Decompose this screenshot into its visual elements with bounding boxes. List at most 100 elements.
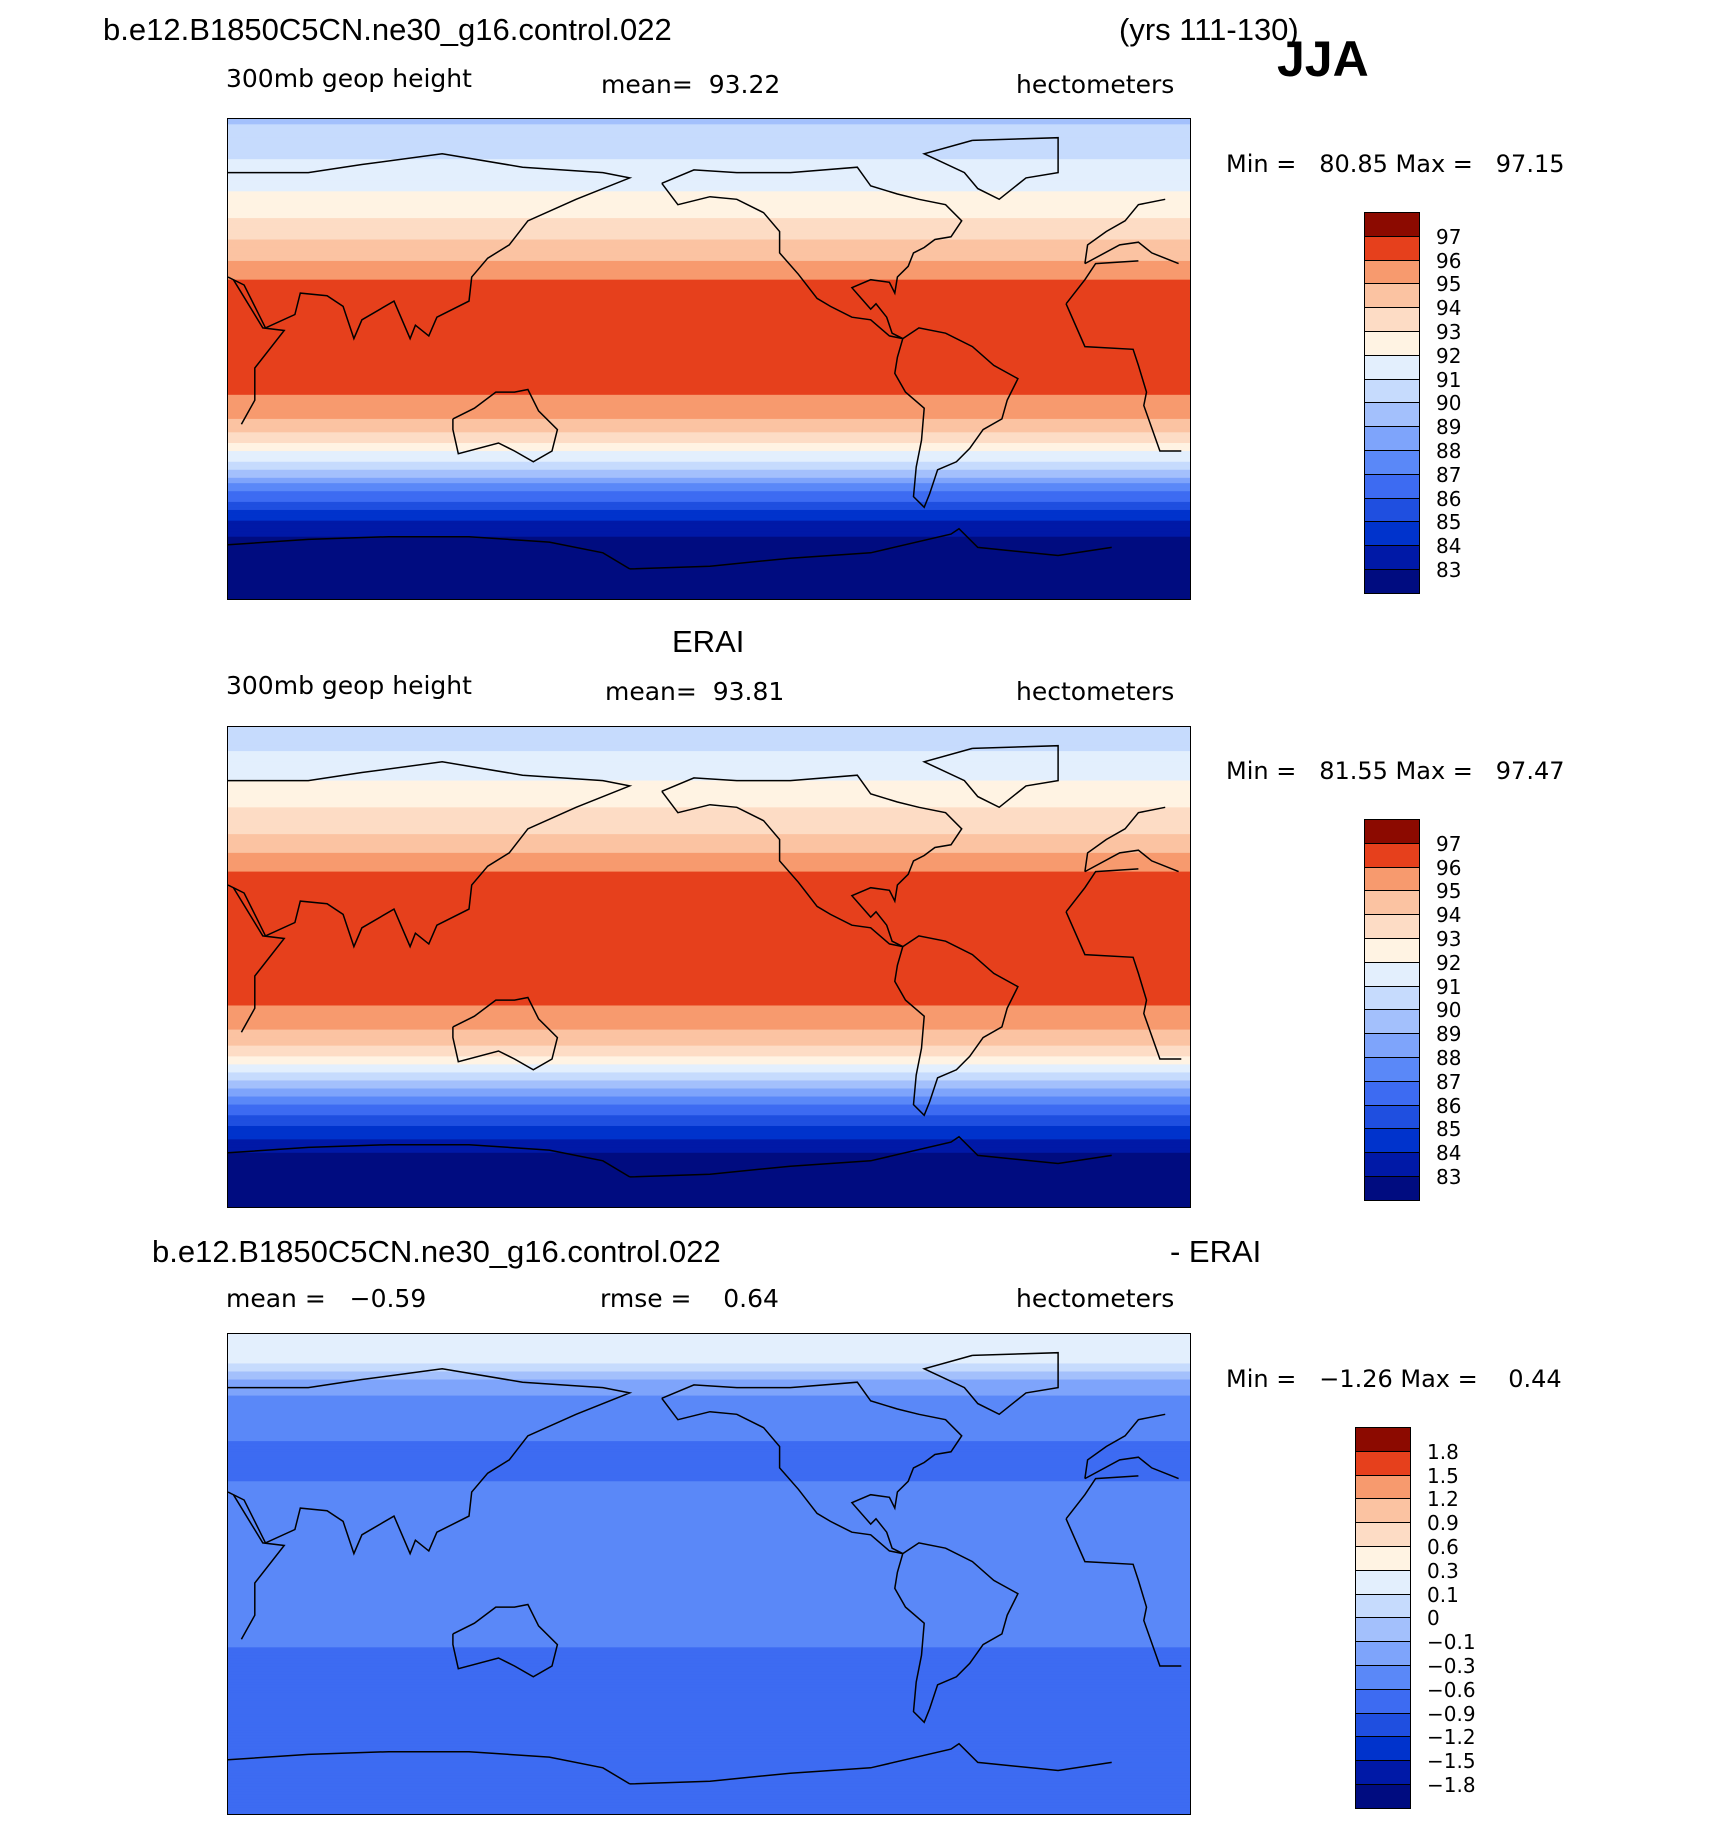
field-band <box>228 1526 1190 1531</box>
field-band <box>228 1529 1190 1533</box>
field-band <box>228 485 1190 490</box>
field-band <box>228 1500 1190 1504</box>
field-band <box>228 1505 1190 1509</box>
field-band <box>228 250 1190 254</box>
field-band <box>228 145 1190 150</box>
field-band <box>228 1363 1190 1367</box>
field-band <box>228 1548 1190 1552</box>
field-band <box>228 895 1190 899</box>
field-band <box>228 893 1190 897</box>
field-band <box>228 266 1190 270</box>
field-band <box>228 1516 1190 1520</box>
field-band <box>228 156 1190 160</box>
field-band <box>228 984 1190 988</box>
field-band <box>228 735 1190 739</box>
colorbar-swatch <box>1355 1569 1411 1595</box>
field-band <box>228 523 1190 527</box>
field-band <box>228 1045 1190 1049</box>
panel2-title: ERAI <box>672 624 745 659</box>
field-band <box>228 547 1190 551</box>
field-band <box>228 183 1190 187</box>
field-band <box>228 1813 1190 1814</box>
field-band <box>228 1569 1190 1573</box>
field-band <box>228 252 1190 257</box>
field-band <box>228 1427 1190 1431</box>
field-band <box>228 338 1190 342</box>
field-band <box>228 828 1190 833</box>
colorbar-tick-label: 96 <box>1436 248 1462 273</box>
field-band <box>228 346 1190 350</box>
colorbar-tick-label: 94 <box>1436 903 1462 928</box>
field-band <box>228 351 1190 356</box>
field-band <box>228 531 1190 535</box>
field-band <box>228 1142 1190 1146</box>
field-band <box>228 842 1190 846</box>
field-band <box>228 1510 1190 1515</box>
colorbar-tick-label: 96 <box>1436 855 1462 880</box>
field-band <box>228 413 1190 417</box>
field-band <box>228 951 1190 956</box>
field-band <box>228 780 1190 784</box>
colorbar-swatch <box>1364 1033 1420 1058</box>
field-band <box>228 1636 1190 1640</box>
colorbar-tick-label: 89 <box>1436 415 1462 440</box>
field-band <box>228 1093 1190 1098</box>
field-band <box>228 295 1190 300</box>
field-band <box>228 852 1190 857</box>
field-band <box>228 1807 1190 1812</box>
field-band <box>228 590 1190 594</box>
panel3-svg <box>228 1334 1190 1814</box>
field-band <box>228 1502 1190 1506</box>
field-band <box>228 745 1190 750</box>
field-band <box>228 121 1190 125</box>
colorbar-tick-label: 92 <box>1436 950 1462 975</box>
field-band <box>228 1695 1190 1699</box>
panel3-rmse-label: rmse = 0.64 <box>600 1284 779 1313</box>
field-band <box>228 1083 1190 1087</box>
field-band <box>228 459 1190 463</box>
field-band <box>228 1160 1190 1165</box>
field-band <box>228 1545 1190 1549</box>
field-band <box>228 451 1190 455</box>
field-band <box>228 542 1190 546</box>
coastline <box>452 996 559 1071</box>
field-band <box>228 1585 1190 1589</box>
field-band <box>228 866 1190 870</box>
field-band <box>228 129 1190 133</box>
field-band <box>228 1433 1190 1437</box>
colorbar-swatch <box>1355 1474 1411 1500</box>
field-band <box>228 1617 1190 1622</box>
field-band <box>228 1583 1190 1587</box>
field-band <box>228 1387 1190 1391</box>
field-band <box>228 445 1190 449</box>
field-band <box>228 1687 1190 1691</box>
colorbar-tick-label: −1.2 <box>1427 1725 1476 1750</box>
field-band <box>228 560 1190 565</box>
field-band <box>228 1692 1190 1697</box>
panel3-title-right: - ERAI <box>1170 1234 1262 1269</box>
field-band <box>228 202 1190 206</box>
field-band <box>228 1454 1190 1458</box>
panel1-svg <box>228 119 1190 599</box>
field-band <box>228 1674 1190 1678</box>
field-band <box>228 426 1190 431</box>
field-band <box>228 1513 1190 1517</box>
field-band <box>228 1198 1190 1202</box>
field-band <box>228 220 1190 225</box>
field-band <box>228 1000 1190 1004</box>
field-band <box>228 753 1190 758</box>
field-band <box>228 1018 1190 1023</box>
field-band <box>228 906 1190 910</box>
colorbar-swatch <box>1364 235 1420 261</box>
field-band <box>228 1732 1190 1737</box>
field-band <box>228 317 1190 321</box>
field-band <box>228 1358 1190 1362</box>
field-band <box>228 536 1190 541</box>
field-band <box>228 901 1190 905</box>
field-band <box>228 756 1190 760</box>
panel3-units-label: hectometers <box>1016 1284 1175 1313</box>
field-band <box>228 148 1190 152</box>
field-band <box>228 1698 1190 1702</box>
colorbar-tick-label: −1.8 <box>1427 1773 1476 1797</box>
coastline <box>894 327 1019 509</box>
